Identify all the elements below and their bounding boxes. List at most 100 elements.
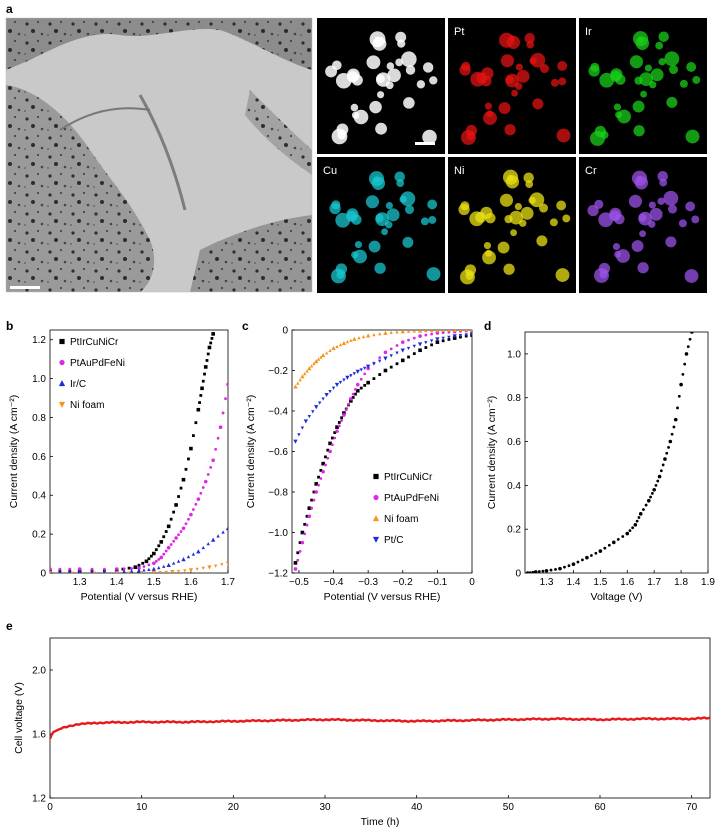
data-point	[324, 393, 329, 398]
data-point	[383, 350, 388, 355]
x-tick-label: 30	[319, 802, 331, 813]
x-axis-label: Time (h)	[361, 816, 400, 828]
data-point	[435, 330, 440, 333]
data-point	[218, 425, 223, 430]
legend-item: Ir/C	[58, 379, 86, 390]
data-point	[469, 330, 472, 332]
y-tick-label: 0.4	[32, 491, 46, 502]
y-tick-label: 0.2	[507, 525, 521, 536]
data-point	[196, 497, 201, 501]
data-point	[663, 457, 667, 461]
y-axis-label: Current density (A cm⁻²)	[8, 395, 20, 509]
data-point	[50, 571, 53, 573]
data-point	[314, 490, 319, 494]
x-tick-label: −0.4	[324, 577, 344, 588]
data-point	[452, 334, 457, 339]
data-point	[196, 407, 201, 412]
legend-label: PtAuPdFeNi	[384, 493, 439, 504]
eds-label: Pt	[454, 26, 464, 38]
x-tick-label: 1.5	[147, 577, 161, 588]
chart-e: 0 10 20 30 40 50 60 70 1.2 1.6 2.0 Time (h) Cell vol…	[13, 637, 711, 828]
data-point	[159, 540, 164, 544]
series-stability	[50, 716, 710, 740]
data-point	[612, 540, 616, 545]
data-point	[435, 340, 440, 344]
data-point	[400, 358, 405, 363]
eds-label: Ir	[585, 26, 592, 38]
data-point	[342, 413, 346, 417]
data-point	[571, 562, 576, 567]
data-point	[525, 571, 530, 573]
data-point	[633, 523, 638, 527]
y-tick-label: 0.4	[507, 481, 521, 492]
data-point	[293, 567, 298, 571]
data-point	[668, 439, 673, 444]
eds-maps: Pt Ir Cu Ni Cr	[317, 18, 707, 293]
data-point	[625, 531, 630, 536]
y-tick-label: 1.0	[32, 374, 46, 385]
data-point	[226, 382, 228, 387]
data-point	[383, 330, 388, 335]
data-point	[341, 340, 347, 345]
panel-label-c: c	[242, 319, 249, 333]
x-tick-label: 0	[469, 577, 475, 588]
chart-d: 1.3 1.4 1.5 1.6 1.7 1.8 1.9 0 0.2 0.4 0.6 0.8 1.0 Vol…	[486, 331, 715, 603]
legend-label: PtIrCuNiCr	[70, 337, 119, 348]
data-point	[293, 384, 298, 389]
data-point	[137, 566, 141, 570]
data-point	[418, 348, 422, 353]
y-tick-label: 1.0	[507, 349, 521, 360]
data-point	[435, 337, 440, 342]
data-point	[77, 569, 82, 573]
data-point	[77, 567, 82, 571]
y-tick-label: 1.2	[32, 335, 46, 346]
x-tick-label: 10	[136, 802, 148, 813]
data-point	[331, 345, 336, 351]
data-point	[342, 411, 346, 415]
data-point	[181, 557, 186, 562]
data-point	[211, 537, 216, 542]
y-tick-label: −0.6	[268, 447, 288, 458]
legend-label: Ni foam	[384, 514, 418, 525]
data-point	[365, 333, 371, 338]
series-ptaupdfeni	[50, 382, 228, 571]
data-point	[207, 565, 212, 570]
eds-map-pt: Pt	[448, 18, 576, 154]
y-tick-label: −0.8	[268, 488, 288, 499]
data-point	[321, 469, 325, 474]
y-tick-label: 0.6	[507, 437, 521, 448]
data-point	[170, 570, 175, 573]
data-point	[533, 570, 538, 573]
panel-label-e: e	[6, 619, 13, 633]
plot-frame	[291, 329, 473, 574]
y-tick-label: 0	[282, 326, 288, 337]
x-tick-label: 1.4	[566, 577, 580, 588]
data-point	[355, 382, 360, 387]
x-axis-label: Potential (V versus RHE)	[324, 591, 441, 603]
data-point	[334, 382, 340, 388]
data-point	[189, 446, 193, 451]
data-point	[684, 352, 689, 356]
legend-item: Ni foam	[372, 514, 418, 525]
data-point	[349, 397, 353, 401]
x-tick-label: −0.5	[289, 577, 309, 588]
eds-scale-bar	[415, 142, 435, 145]
tem-scale-bar	[10, 286, 40, 289]
data-point	[314, 482, 319, 486]
y-tick-label: 1.2	[32, 794, 46, 805]
data-point	[417, 342, 423, 347]
panel-label-d: d	[484, 319, 491, 333]
data-point	[383, 356, 388, 361]
y-axis-label: Cell voltage (V)	[13, 682, 25, 754]
legend-item: PtIrCuNiCr	[59, 337, 119, 348]
data-point	[355, 369, 360, 374]
data-point	[207, 345, 212, 350]
data-point	[189, 512, 193, 517]
data-point	[366, 380, 370, 385]
data-point	[203, 365, 208, 369]
data-point	[307, 366, 312, 371]
data-point	[673, 417, 678, 422]
data-point	[352, 336, 357, 341]
y-tick-label: 0.6	[32, 452, 46, 463]
x-tick-label: 50	[503, 802, 515, 813]
